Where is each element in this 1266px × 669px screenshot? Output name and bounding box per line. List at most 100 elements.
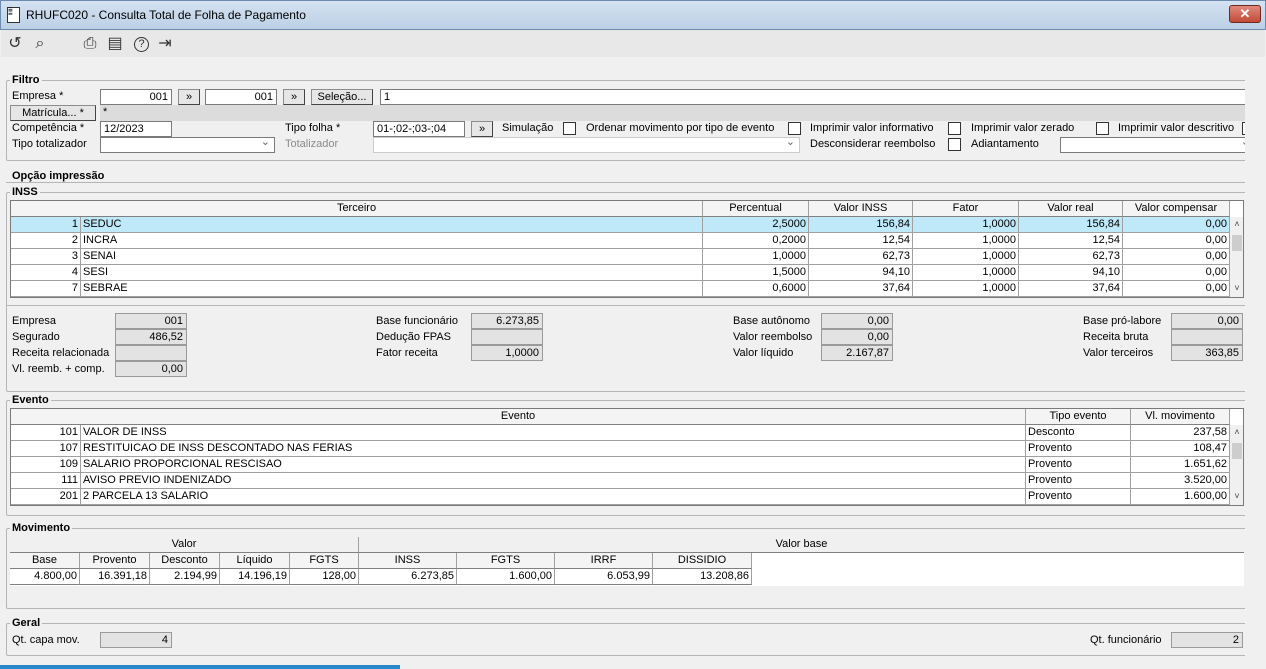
inss-cell: 1,0000	[913, 217, 1019, 233]
evento-header-0[interactable]: Evento	[11, 409, 1026, 425]
inss-cell: 7	[11, 281, 81, 297]
summary-label: Fator receita	[376, 347, 438, 359]
movimento-header-4[interactable]: FGTS	[290, 553, 359, 569]
scroll-down-icon[interactable]: ˅	[1230, 283, 1243, 293]
movimento-value: 2.194,99	[150, 569, 220, 585]
summary-label: Segurado	[12, 331, 60, 343]
summary-value: 6.273,85	[471, 313, 543, 329]
movimento-legend: Movimento	[10, 522, 73, 534]
movimento-value: 14.196,19	[220, 569, 290, 585]
window-title: RHUFC020 - Consulta Total de Folha de Pa…	[26, 8, 306, 22]
opcao-legend: Opção impressão	[10, 170, 107, 182]
inss-header-4[interactable]: Valor real	[1019, 201, 1123, 217]
summary-value	[471, 329, 543, 345]
scroll-up-icon[interactable]: ˄	[1230, 219, 1243, 229]
inss-header-1[interactable]: Percentual	[703, 201, 809, 217]
table-row[interactable]: 201 2 PARCELA 13 SALARIO Provento 1.600,00	[11, 489, 1230, 505]
scroll-down-icon[interactable]: ˅	[1230, 491, 1243, 501]
inss-cell: 0,00	[1123, 281, 1230, 297]
refresh-icon[interactable]: ↺	[8, 35, 22, 52]
evento-cell: 237,58	[1131, 425, 1230, 441]
inss-header-2[interactable]: Valor INSS	[809, 201, 913, 217]
evento-table: Evento Tipo evento Vl. movimento 101 VALOR D…	[10, 408, 1244, 506]
movimento-header-1[interactable]: Provento	[80, 553, 150, 569]
matricula-button[interactable]: Matrícula... *	[10, 105, 96, 121]
inss-cell: SENAI	[81, 249, 703, 265]
summary-label: Vl. reemb. + comp.	[12, 363, 105, 375]
inss-header-5[interactable]: Valor compensar	[1123, 201, 1230, 217]
table-row[interactable]: 107 RESTITUICAO DE INSS DESCONTADO NAS FE…	[11, 441, 1230, 457]
movimento-header-7[interactable]: IRRF	[555, 553, 653, 569]
inss-cell: 94,10	[809, 265, 913, 281]
print-icon[interactable]: ⎙	[83, 35, 97, 52]
totalizador-select[interactable]	[373, 137, 800, 153]
inss-header-0[interactable]: Terceiro	[11, 201, 703, 217]
zerado-label: Imprimir valor zerado	[971, 122, 1075, 134]
summary-value: 486,52	[115, 329, 187, 345]
movimento-header-5[interactable]: INSS	[359, 553, 457, 569]
informativo-checkbox[interactable]	[948, 122, 961, 135]
competencia-label: Competência *	[12, 122, 85, 134]
inss-cell: 94,10	[1019, 265, 1123, 281]
inss-cell: SESI	[81, 265, 703, 281]
close-button[interactable]: ✕	[1229, 5, 1261, 23]
movimento-header-8[interactable]: DISSIDIO	[653, 553, 752, 569]
scroll-thumb[interactable]	[1232, 235, 1242, 251]
empresa-label: Empresa *	[12, 90, 64, 102]
inss-cell: 1,0000	[703, 249, 809, 265]
movimento-table: Valor Valor base Base 4.800,00 Provento 16.39…	[10, 537, 1244, 608]
tipo-totalizador-select[interactable]	[100, 137, 275, 153]
window-scrollbar[interactable]	[1245, 58, 1263, 664]
movimento-value: 1.600,00	[457, 569, 555, 585]
adiantamento-select[interactable]	[1060, 137, 1255, 153]
selecao-button[interactable]: Seleção...	[311, 89, 373, 105]
selecao-input[interactable]: 1	[380, 89, 1255, 105]
search-icon[interactable]: ⌕	[35, 35, 45, 52]
exit-icon[interactable]: ⇥	[158, 35, 172, 52]
table-row[interactable]: 7 SEBRAE 0,6000 37,64 1,0000 37,64 0,00	[11, 281, 1230, 297]
evento-cell: AVISO PREVIO INDENIZADO	[81, 473, 1026, 489]
inss-cell: 1,0000	[913, 265, 1019, 281]
evento-legend: Evento	[10, 394, 51, 406]
evento-header-1[interactable]: Tipo evento	[1026, 409, 1131, 425]
evento-cell: VALOR DE INSS	[81, 425, 1026, 441]
movimento-header-2[interactable]: Desconto	[150, 553, 220, 569]
empresa-from-lookup-button[interactable]: »	[178, 89, 200, 105]
tipo-folha-input[interactable]: 01-;02-;03-;04	[373, 121, 465, 137]
summary-label: Dedução FPAS	[376, 331, 452, 343]
calendar-icon[interactable]: ▤	[107, 35, 123, 52]
movimento-header-6[interactable]: FGTS	[457, 553, 555, 569]
table-row[interactable]: 1 SEDUC 2,5000 156,84 1,0000 156,84 0,00	[11, 217, 1230, 233]
geral-group	[6, 623, 1260, 656]
table-row[interactable]: 3 SENAI 1,0000 62,73 1,0000 62,73 0,00	[11, 249, 1230, 265]
ordenar-checkbox[interactable]	[788, 122, 801, 135]
scroll-thumb[interactable]	[1232, 443, 1242, 459]
empresa-to-lookup-button[interactable]: »	[283, 89, 305, 105]
empresa-from-input[interactable]: 001	[100, 89, 172, 105]
competencia-input[interactable]: 12/2023	[100, 121, 172, 137]
matricula-field[interactable]: *	[100, 105, 1255, 121]
table-row[interactable]: 111 AVISO PREVIO INDENIZADO Provento 3.520,…	[11, 473, 1230, 489]
inss-cell: 12,54	[1019, 233, 1123, 249]
evento-header-2[interactable]: Vl. movimento	[1131, 409, 1230, 425]
qt-capa-value: 4	[100, 632, 172, 648]
table-row[interactable]: 101 VALOR DE INSS Desconto 237,58	[11, 425, 1230, 441]
help-icon[interactable]: ?	[134, 37, 149, 52]
desconsiderar-checkbox[interactable]	[948, 138, 961, 151]
movimento-header-3[interactable]: Líquido	[220, 553, 290, 569]
table-row[interactable]: 4 SESI 1,5000 94,10 1,0000 94,10 0,00	[11, 265, 1230, 281]
evento-cell: Provento	[1026, 489, 1131, 505]
scroll-up-icon[interactable]: ˄	[1230, 427, 1243, 437]
zerado-checkbox[interactable]	[1096, 122, 1109, 135]
totalizador-label: Totalizador	[285, 138, 339, 150]
tipo-folha-lookup-button[interactable]: »	[471, 121, 493, 137]
inss-header-3[interactable]: Fator	[913, 201, 1019, 217]
table-row[interactable]: 109 SALARIO PROPORCIONAL RESCISAO Provento…	[11, 457, 1230, 473]
movimento-header-0[interactable]: Base	[10, 553, 80, 569]
evento-cell: Desconto	[1026, 425, 1131, 441]
inss-cell: 62,73	[809, 249, 913, 265]
movimento-value: 6.273,85	[359, 569, 457, 585]
empresa-to-input[interactable]: 001	[205, 89, 277, 105]
simulacao-checkbox[interactable]	[563, 122, 576, 135]
table-row[interactable]: 2 INCRA 0,2000 12,54 1,0000 12,54 0,00	[11, 233, 1230, 249]
